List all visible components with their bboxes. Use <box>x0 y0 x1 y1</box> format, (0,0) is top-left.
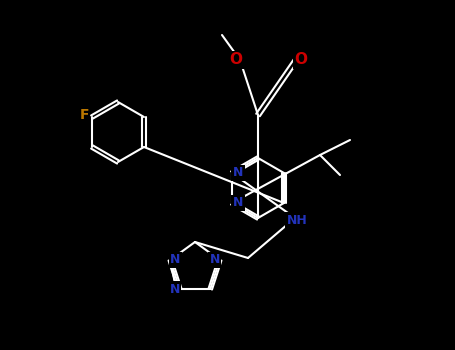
Text: O: O <box>229 52 243 68</box>
Text: N: N <box>170 253 181 266</box>
Text: N: N <box>210 253 220 266</box>
Text: N: N <box>233 196 243 210</box>
Text: N: N <box>170 282 180 295</box>
Text: F: F <box>79 108 89 122</box>
Text: O: O <box>294 52 308 68</box>
Text: N: N <box>233 167 243 180</box>
Text: NH: NH <box>287 214 308 226</box>
